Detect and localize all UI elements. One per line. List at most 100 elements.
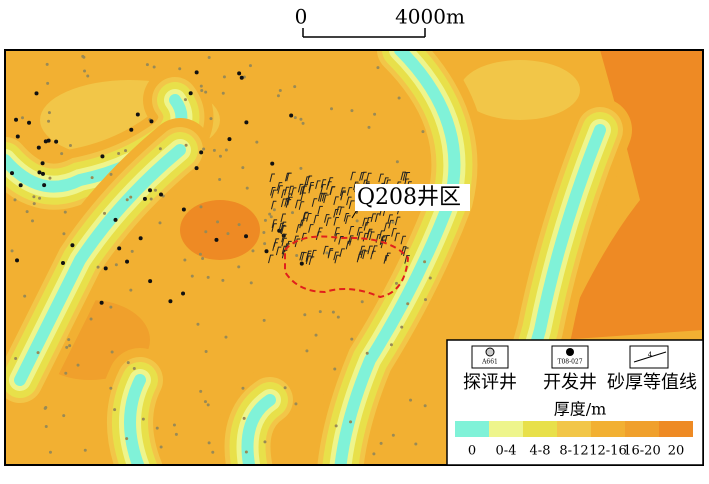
exploration-well: [325, 251, 329, 255]
legend-bin-label: 16-20: [623, 444, 660, 459]
exploration-well: [212, 148, 216, 152]
well-trajectory: [394, 232, 400, 242]
dev-well: [237, 71, 242, 76]
legend-label: 探评井: [463, 372, 517, 393]
exploration-well: [201, 257, 205, 261]
exploration-well: [125, 437, 129, 441]
well-trajectory: [313, 214, 319, 224]
exploration-well: [293, 116, 297, 120]
well-trajectory: [394, 216, 401, 226]
well-trajectory: [317, 192, 324, 202]
well-trajectory: [269, 173, 275, 183]
well-trajectory: [348, 200, 355, 210]
well-trajectory: [305, 253, 312, 262]
sand-thickness-band: [124, 374, 146, 465]
exploration-well: [124, 149, 128, 153]
exploration-well: [36, 351, 40, 355]
well-trajectory: [321, 192, 328, 202]
exploration-well: [409, 398, 413, 402]
well-trajectory: [374, 213, 381, 223]
exploration-well: [184, 143, 188, 147]
exploration-well: [44, 424, 48, 428]
legend-swatch: [489, 421, 523, 437]
legend-icon: [471, 345, 509, 369]
dev-well: [37, 170, 42, 175]
well-trajectory: [272, 242, 278, 251]
well-trajectory: [366, 217, 372, 226]
exploration-well: [158, 221, 162, 225]
exploration-well: [152, 65, 156, 69]
dev-well: [125, 259, 130, 264]
dev-well: [149, 119, 154, 124]
exploration-well: [421, 130, 425, 134]
sand-thickness-band: [334, 50, 461, 465]
well-trajectory: [362, 217, 368, 227]
legend-label: 开发井: [543, 372, 597, 393]
well-trajectory: [301, 217, 307, 227]
exploration-well: [423, 260, 427, 264]
exploration-well: [109, 386, 113, 390]
exploration-well: [209, 117, 213, 121]
well-trajectory: [306, 213, 312, 222]
exploration-well: [10, 249, 14, 253]
exploration-well: [30, 219, 34, 223]
exploration-well: [251, 249, 255, 253]
exploration-well: [114, 263, 118, 267]
exploration-well: [394, 281, 398, 285]
well-trajectory: [280, 225, 287, 235]
well-trajectory: [383, 255, 390, 264]
well-trajectory: [280, 213, 286, 223]
well-trajectory: [338, 235, 344, 245]
exploration-well: [141, 417, 145, 421]
exploration-well: [67, 338, 71, 342]
well-trajectory: [400, 235, 407, 245]
well-trajectory: [308, 224, 314, 233]
exploration-well: [190, 274, 194, 278]
exploration-well: [113, 408, 117, 412]
exploration-well: [207, 441, 211, 445]
dev-well: [138, 236, 143, 241]
exploration-well: [272, 208, 276, 212]
exploration-well: [110, 350, 114, 354]
exploration-well: [400, 325, 404, 329]
exploration-well: [96, 265, 100, 269]
well-trajectory: [275, 246, 282, 256]
exploration-well: [263, 242, 267, 246]
exploration-well: [224, 148, 228, 152]
scale-end: 4000m: [395, 5, 465, 29]
exploration-well: [90, 176, 94, 180]
legend-bin-label: 0-4: [496, 444, 517, 459]
exploration-well: [68, 344, 72, 348]
dev-well: [40, 161, 45, 166]
well-trajectory: [281, 237, 287, 247]
exploration-well: [350, 109, 354, 113]
legend-bin-label: 0: [468, 444, 476, 459]
dev-well: [27, 120, 32, 125]
exploration-well: [294, 402, 298, 406]
exploration-well: [397, 96, 401, 100]
exploration-well: [224, 335, 228, 339]
icon-text: T08-027: [557, 359, 582, 366]
exploration-well: [268, 212, 272, 216]
thick-zone: [560, 50, 703, 340]
exploration-well: [60, 152, 64, 156]
well-trajectory: [329, 186, 335, 196]
dev-well: [117, 246, 122, 251]
dev-well: [181, 207, 186, 212]
well-trajectory: [271, 189, 277, 199]
exploration-well: [43, 406, 47, 410]
exploration-well: [103, 211, 107, 215]
exploration-well: [32, 195, 36, 199]
legend-bin-label: 4-8: [530, 444, 551, 459]
legend-swatch: [455, 421, 489, 437]
well-trajectory: [277, 185, 283, 194]
exploration-well: [48, 450, 52, 454]
well-trajectory: [334, 254, 340, 264]
exploration-well: [373, 112, 377, 116]
exploration-well: [109, 305, 113, 309]
legend: A661 T08-027 4 探评井 开发井 砂厚等值线 厚度/m 0 0-4 4-…: [446, 339, 704, 466]
exploration-well: [62, 232, 66, 236]
well-trajectory: [311, 249, 317, 259]
exploration-well: [262, 230, 266, 234]
